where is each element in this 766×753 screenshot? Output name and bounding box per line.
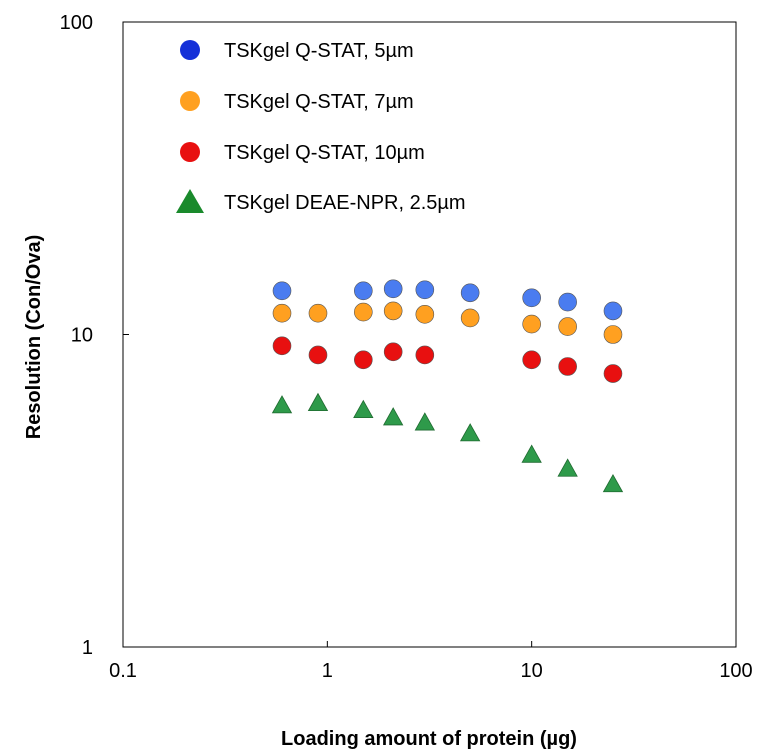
data-point-series-4 (353, 399, 374, 418)
x-tick-label: 100 (719, 660, 752, 682)
legend-label: TSKgel Q-STAT, 10µm (224, 142, 425, 164)
data-point-series-4 (557, 458, 578, 477)
plot-area (122, 21, 737, 648)
legend-label: TSKgel Q-STAT, 7µm (224, 91, 414, 113)
data-point-series-3 (415, 345, 435, 365)
legend-circle-marker (180, 91, 200, 111)
y-tick-label: 1 (82, 637, 93, 659)
data-point-series-4 (602, 473, 624, 493)
legend-label: TSKgel DEAE-NPR, 2.5µm (224, 192, 466, 214)
data-point-series-1 (603, 301, 623, 321)
data-point-series-3 (522, 350, 541, 370)
data-point-series-4 (459, 423, 481, 442)
data-point-series-1 (383, 279, 403, 299)
x-axis: 0.1 1 10 100 (109, 641, 753, 682)
data-point-series-1 (522, 288, 541, 308)
data-point-series-4 (382, 407, 404, 426)
y-tick-label: 100 (60, 12, 93, 34)
data-point-series-2 (558, 317, 577, 336)
data-point-series-3 (383, 342, 403, 362)
data-point-series-3 (272, 336, 292, 356)
data-point-series-1 (460, 283, 480, 303)
data-point-series-1 (558, 292, 577, 312)
x-tick-label: 10 (521, 660, 543, 682)
data-point-series-3 (354, 350, 373, 370)
legend-triangle-marker (176, 189, 204, 213)
data-point-series-2 (383, 301, 403, 321)
data-point-series-3 (558, 357, 577, 376)
legend-circle-marker (180, 142, 200, 162)
data-point-series-2 (603, 325, 623, 344)
data-point-series-2 (272, 303, 292, 323)
x-axis-title: Loading amount of protein (µg) (281, 728, 577, 750)
data-point-series-2 (460, 308, 480, 328)
y-axis: 1 10 100 (60, 12, 129, 659)
data-point-series-4 (521, 444, 542, 463)
legend-label: TSKgel Q-STAT, 5µm (224, 40, 414, 62)
y-tick-label: 10 (71, 325, 93, 347)
data-point-series-1 (354, 281, 373, 301)
data-point-series-1 (415, 280, 435, 300)
data-points (271, 279, 624, 493)
data-point-series-1 (272, 281, 292, 301)
data-point-series-3 (308, 345, 328, 365)
y-axis-title: Resolution (Con/Ova) (23, 235, 45, 439)
x-tick-label: 0.1 (109, 660, 137, 682)
data-point-series-4 (271, 395, 293, 414)
data-point-series-4 (307, 392, 329, 412)
legend-circle-marker (180, 40, 200, 60)
x-tick-label: 1 (322, 660, 333, 682)
data-point-series-2 (415, 305, 435, 324)
data-point-series-2 (308, 303, 328, 323)
data-point-series-2 (354, 302, 373, 322)
data-point-series-3 (603, 364, 623, 383)
data-point-series-4 (414, 412, 436, 431)
data-point-series-2 (522, 314, 541, 334)
legend: TSKgel Q-STAT, 5µm TSKgel Q-STAT, 7µm TSKg… (176, 40, 466, 214)
